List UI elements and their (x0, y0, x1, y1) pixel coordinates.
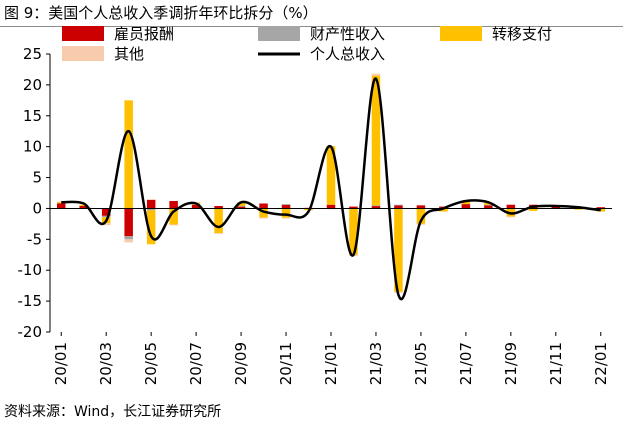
bar-transfer-payments (416, 208, 426, 224)
x-tick-label: 20/01 (52, 342, 70, 385)
total-income-line (61, 77, 601, 300)
bar-transfer-payments (484, 202, 493, 205)
bar-compensation (79, 205, 88, 209)
y-tick-label: 25 (23, 45, 42, 63)
bar-other (416, 223, 426, 225)
y-tick-label: 20 (23, 76, 42, 94)
bar-transfer-payments (214, 208, 223, 234)
figure-title: 图 9：美国个人总收入季调折年环比拆分（%） (4, 4, 318, 22)
x-tick-label: 20/05 (142, 342, 160, 385)
bar-compensation (146, 199, 156, 209)
y-tick-label: 15 (23, 107, 42, 125)
x-tick-label: 21/07 (457, 342, 475, 385)
x-tick-label: 21/05 (412, 342, 430, 385)
x-tick-label: 21/01 (322, 342, 340, 385)
bar-transfer-payments (79, 204, 88, 206)
bar-compensation (326, 204, 336, 209)
x-tick-label: 22/01 (592, 342, 610, 385)
legend-label-property-income: 财产性收入 (310, 25, 385, 43)
bar-compensation (461, 204, 471, 209)
bar-transfer-payments (394, 208, 403, 292)
bar-property-income (124, 236, 133, 240)
bar-transfer-payments (371, 75, 381, 206)
bar-other (169, 224, 178, 226)
bar-transfer-payments (574, 208, 583, 210)
bar-compensation (416, 205, 426, 209)
bar-transfer-payments (146, 210, 156, 245)
bar-compensation (56, 203, 66, 209)
bar-transfer-payments (259, 208, 268, 218)
bar-transfer-payments (439, 208, 448, 212)
bar-compensation (281, 204, 291, 209)
bar-transfer-payments (461, 201, 471, 205)
legend-label-transfer-payments: 转移支付 (492, 25, 552, 43)
y-tick-label: 5 (32, 169, 42, 187)
bar-compensation (596, 207, 606, 209)
bar-transfer-payments (326, 146, 336, 205)
y-tick-label: 0 (32, 199, 42, 217)
x-tick-label: 20/07 (187, 342, 205, 385)
legend-label-other: 其他 (114, 45, 144, 63)
bar-property-income (371, 205, 381, 207)
bar-other (259, 217, 268, 219)
bar-property-income (236, 205, 246, 207)
bar-compensation (124, 208, 133, 237)
x-tick-label: 21/09 (502, 342, 520, 385)
x-tick-label: 20/11 (277, 342, 295, 385)
bar-compensation (236, 206, 246, 209)
bar-compensation (169, 201, 178, 209)
bar-compensation (371, 205, 381, 209)
source-note: 资料来源：Wind，长江证券研究所 (4, 404, 222, 420)
bar-other (101, 223, 111, 226)
legend-swatch-compensation (62, 26, 104, 41)
legend-label-total-income: 个人总收入 (310, 45, 385, 63)
bar-other (214, 233, 223, 234)
bar-transfer-payments (349, 208, 358, 255)
legend-label-compensation: 雇员报酬 (114, 25, 174, 43)
bar-other (506, 216, 516, 218)
x-tick-label: 21/03 (367, 342, 385, 385)
y-tick-label: 10 (23, 138, 42, 156)
bar-property-income (484, 204, 493, 206)
bar-transfer-payments (124, 100, 133, 209)
legend-swatch-other (62, 46, 104, 61)
income-breakdown-chart: -20 -15 -10 -5 0 5 10 15 20 25 20/01 20/03 20/05 20/0… (18, 25, 612, 385)
bar-compensation (101, 208, 111, 216)
bar-property-income (146, 208, 156, 211)
x-tick-label: 21/11 (547, 342, 565, 385)
bar-other (371, 73, 381, 76)
bar-compensation (394, 205, 403, 209)
x-tick-label: 20/09 (232, 342, 250, 385)
bar-compensation (484, 205, 493, 209)
bar-other (56, 201, 66, 203)
bar-compensation (259, 203, 268, 209)
bar-transfer-payments (281, 208, 291, 218)
y-tick-label: -10 (18, 261, 43, 279)
legend-swatch-transfer-payments (440, 26, 482, 41)
y-tick-label: -5 (27, 230, 42, 248)
bar-transfer-payments (236, 202, 246, 206)
bar-property-income (101, 215, 111, 218)
bar-compensation (349, 206, 358, 209)
bar-property-income (394, 204, 403, 206)
title-divider (0, 26, 623, 27)
bar-other (281, 217, 291, 219)
y-tick-label: -20 (18, 323, 43, 341)
bar-compensation (214, 205, 223, 209)
x-tick-label: 20/03 (97, 342, 115, 385)
y-tick-label: -15 (18, 292, 43, 310)
bar-compensation (191, 204, 201, 209)
bar-transfer-payments (169, 209, 178, 225)
legend-swatch-property-income (258, 26, 300, 41)
bar-transfer-payments (529, 208, 538, 211)
bar-other (146, 199, 156, 200)
bar-compensation (506, 204, 516, 209)
bar-other (124, 239, 133, 243)
bar-property-income (281, 204, 291, 205)
